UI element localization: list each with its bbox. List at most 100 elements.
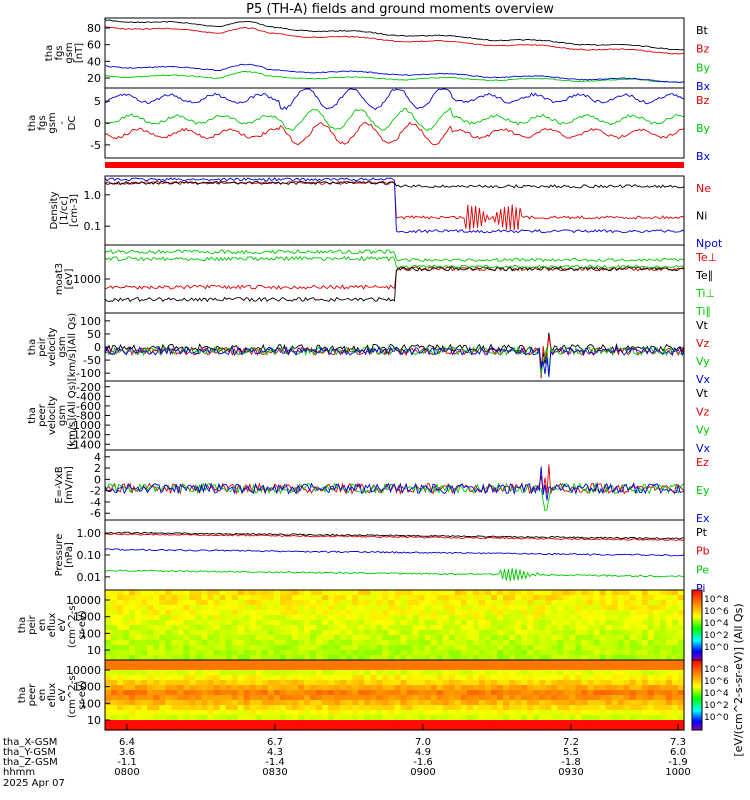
heatmap-cell	[533, 620, 540, 626]
heatmap-cell	[267, 635, 275, 641]
heatmap-cell	[298, 645, 305, 651]
heatmap-cell	[545, 700, 552, 706]
heatmap-cell	[659, 625, 667, 631]
heatmap-cell	[273, 715, 281, 721]
heatmap-cell	[153, 695, 160, 701]
heatmap-cell	[442, 635, 450, 641]
heatmap-cell	[129, 630, 136, 636]
heatmap-cell	[123, 720, 130, 726]
heatmap-cell	[557, 680, 564, 686]
legend-Vt: Vt	[696, 319, 709, 332]
heatmap-cell	[448, 635, 456, 641]
heatmap-cell	[352, 630, 359, 636]
heatmap-cell	[448, 595, 456, 601]
heatmap-cell	[478, 705, 486, 711]
heatmap-cell	[364, 665, 371, 671]
heatmap-cell	[273, 595, 281, 601]
heatmap-cell	[111, 685, 118, 691]
heatmap-cell	[346, 620, 353, 626]
heatmap-cell	[225, 670, 233, 676]
heatmap-cell	[376, 615, 384, 621]
heatmap-cell	[189, 665, 197, 671]
heatmap-cell	[515, 725, 522, 731]
heatmap-cell	[243, 660, 251, 666]
heatmap-cell	[418, 600, 426, 606]
heatmap-cell	[352, 590, 359, 596]
heatmap-cell	[207, 630, 215, 636]
heatmap-cell	[153, 605, 160, 611]
heatmap-cell	[219, 610, 227, 616]
heatmap-cell	[249, 645, 257, 651]
heatmap-cell	[533, 700, 540, 706]
heatmap-cell	[400, 680, 408, 686]
heatmap-cell	[117, 685, 124, 691]
heatmap-cell	[129, 700, 136, 706]
heatmap-cell	[364, 635, 371, 641]
heatmap-cell	[569, 670, 577, 676]
heatmap-cell	[382, 670, 390, 676]
heatmap-cell	[153, 660, 160, 666]
heatmap-cell	[394, 675, 402, 681]
heatmap-cell	[310, 720, 317, 726]
heatmap-cell	[533, 605, 540, 611]
heatmap-cell	[653, 655, 661, 661]
heatmap-cell	[279, 660, 287, 666]
heatmap-cell	[491, 705, 498, 711]
heatmap-cell	[527, 715, 534, 721]
heatmap-cell	[285, 640, 293, 646]
heatmap-cell	[497, 595, 504, 601]
heatmap-cell	[400, 700, 408, 706]
heatmap-cell	[569, 695, 577, 701]
heatmap-cell	[497, 645, 504, 651]
heatmap-cell	[545, 680, 552, 686]
heatmap-cell	[509, 610, 516, 616]
heatmap-cell	[484, 725, 492, 731]
heatmap-cell	[322, 650, 329, 656]
heatmap-cell	[509, 720, 516, 726]
heatmap-cell	[183, 670, 191, 676]
heatmap-cell	[201, 630, 209, 636]
legend-Pt: Pt	[696, 526, 708, 539]
heatmap-cell	[478, 690, 486, 696]
heatmap-cell	[497, 700, 504, 706]
heatmap-cell	[545, 670, 552, 676]
heatmap-cell	[454, 705, 462, 711]
y-tick-label: 1.00	[77, 527, 102, 540]
heatmap-cell	[370, 675, 378, 681]
heatmap-cell	[340, 715, 347, 721]
heatmap-cell	[641, 640, 649, 646]
heatmap-cell	[400, 645, 408, 651]
y-tick-label: 0	[94, 341, 101, 354]
heatmap-cell	[587, 655, 595, 661]
heatmap-cell	[304, 700, 311, 706]
heatmap-cell	[189, 670, 197, 676]
heatmap-cell	[231, 710, 239, 716]
heatmap-cell	[412, 640, 420, 646]
heatmap-cell	[298, 720, 305, 726]
heatmap-cell	[177, 610, 185, 616]
heatmap-cell	[424, 665, 432, 671]
heatmap-cell	[629, 605, 637, 611]
heatmap-cell	[533, 670, 540, 676]
heatmap-cell	[406, 595, 414, 601]
heatmap-cell	[213, 605, 221, 611]
x-value: -1.4	[265, 757, 285, 768]
heatmap-cell	[448, 655, 456, 661]
series-Te∥	[104, 266, 685, 303]
heatmap-cell	[472, 640, 480, 646]
heatmap-cell	[509, 660, 516, 666]
heatmap-cell	[509, 700, 516, 706]
heatmap-cell	[406, 695, 414, 701]
heatmap-cell	[225, 640, 233, 646]
heatmap-cell	[201, 635, 209, 641]
heatmap-cell	[599, 620, 607, 626]
heatmap-cell	[382, 710, 390, 716]
heatmap-cell	[213, 650, 221, 656]
heatmap-cell	[334, 705, 341, 711]
heatmap-cell	[358, 725, 365, 731]
heatmap-cell	[629, 665, 637, 671]
heatmap-cell	[665, 675, 673, 681]
heatmap-cell	[195, 625, 203, 631]
heatmap-cell	[617, 660, 625, 666]
